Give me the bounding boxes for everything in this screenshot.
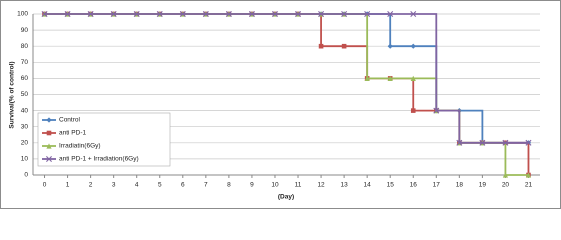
chart: Survival(% of control) (Day) 01020304050… — [0, 0, 561, 209]
y-tick-label: 80 — [21, 43, 29, 50]
point — [433, 107, 440, 114]
y-tick-label: 0 — [24, 172, 28, 179]
point — [46, 130, 52, 136]
legend-box — [37, 112, 171, 167]
point — [179, 11, 186, 17]
point — [341, 11, 348, 17]
point — [410, 75, 416, 81]
point — [318, 11, 325, 17]
y-tick-label: 10 — [21, 156, 29, 163]
point — [502, 139, 509, 146]
step-segment — [413, 13, 438, 111]
point — [87, 11, 94, 17]
y-tick-label: 50 — [21, 91, 29, 98]
x-tick-label: 7 — [204, 182, 208, 189]
point — [410, 108, 416, 113]
x-tick-label: 2 — [89, 182, 93, 189]
point — [525, 172, 532, 178]
x-tick-label: 3 — [112, 182, 116, 189]
x-tick-label: 6 — [181, 182, 185, 189]
point — [248, 11, 255, 17]
y-tick-label: 20 — [21, 140, 29, 147]
point — [479, 139, 486, 146]
point — [46, 143, 52, 149]
x-tick-label: 15 — [387, 182, 395, 189]
x-tick-label: 18 — [456, 182, 464, 189]
legend-label: anti PD-1 — [59, 130, 86, 137]
x-tick-label: 13 — [340, 182, 348, 189]
point — [502, 172, 509, 178]
point — [41, 11, 48, 17]
x-tick-label: 9 — [250, 182, 254, 189]
y-tick-label: 60 — [21, 75, 29, 82]
step-segment — [459, 109, 484, 143]
point — [387, 43, 393, 49]
x-tick-label: 20 — [502, 182, 510, 189]
x-tick-label: 5 — [158, 182, 162, 189]
y-tick-label: 90 — [21, 27, 29, 34]
x-tick-label: 8 — [227, 182, 231, 189]
point — [225, 11, 232, 17]
point — [410, 11, 417, 17]
y-axis-label: Survival(% of control) — [9, 61, 16, 128]
point — [110, 11, 117, 17]
point — [202, 11, 209, 17]
chart-border — [0, 0, 561, 209]
point — [318, 43, 324, 49]
point — [387, 11, 394, 17]
x-axis-label: (Day) — [278, 194, 294, 201]
point — [46, 117, 52, 123]
point — [64, 11, 71, 17]
point — [46, 156, 52, 162]
point — [387, 75, 393, 81]
point — [364, 75, 370, 81]
x-tick-label: 1 — [66, 182, 70, 189]
point — [295, 11, 302, 17]
y-tick-label: 100 — [17, 11, 28, 18]
point — [133, 11, 140, 17]
x-tick-label: 17 — [433, 182, 441, 189]
x-tick-label: 10 — [271, 182, 279, 189]
x-tick-label: 11 — [295, 182, 302, 189]
point — [271, 11, 278, 17]
x-tick-label: 21 — [525, 182, 533, 189]
legend-label: Irradiatin(6Gy) — [59, 143, 101, 150]
legend-label: anti PD-1 + Irradiation(6Gy) — [59, 156, 139, 163]
point — [156, 11, 163, 17]
point — [341, 43, 347, 49]
point — [525, 139, 532, 146]
x-tick-label: 0 — [43, 182, 47, 189]
x-tick-label: 12 — [317, 182, 325, 189]
x-tick-label: 4 — [135, 182, 139, 189]
x-tick-label: 19 — [479, 182, 487, 189]
point — [410, 43, 416, 49]
y-tick-label: 70 — [21, 59, 29, 66]
y-tick-label: 30 — [21, 123, 29, 130]
series — [41, 11, 532, 146]
point — [456, 139, 463, 146]
legend-label: Control — [59, 117, 81, 124]
x-tick-label: 16 — [410, 182, 418, 189]
x-tick-label: 14 — [364, 182, 372, 189]
y-tick-label: 40 — [21, 107, 29, 114]
step-segment — [436, 109, 461, 143]
point — [364, 11, 371, 17]
